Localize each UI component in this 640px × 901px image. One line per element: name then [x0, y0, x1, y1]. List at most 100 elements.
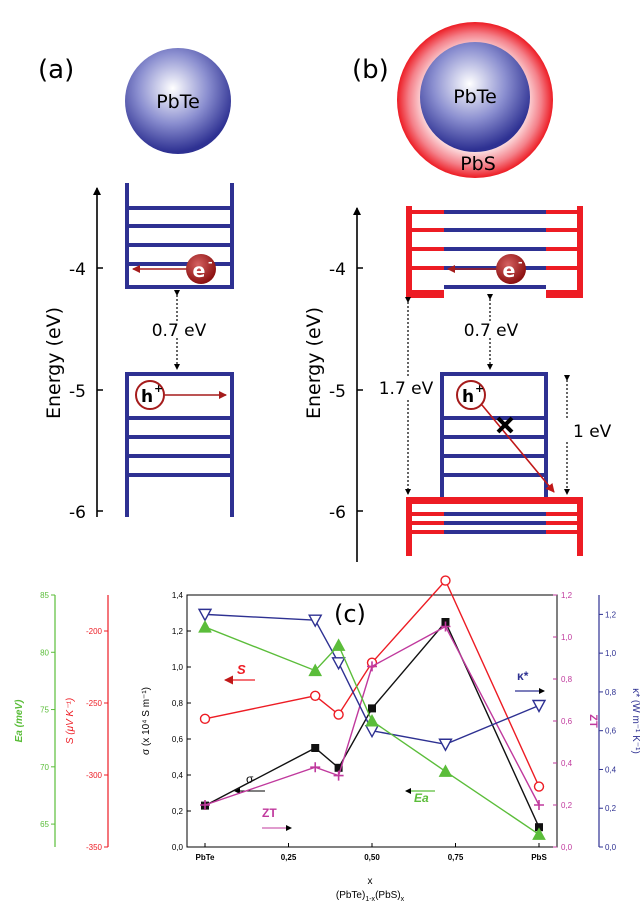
data-point: [199, 713, 211, 725]
data-point: [440, 575, 451, 586]
y-axis-label-s: S (μV K⁻¹): [65, 698, 76, 744]
hole-charge: +: [475, 382, 484, 395]
tick-label: -5: [329, 382, 346, 402]
hole-symbol: h: [462, 387, 474, 407]
hole-icon: [135, 380, 165, 410]
valence-band: [406, 372, 583, 556]
panel-b: (b) PbTe PbS -4 -5 -6 Energy (eV): [303, 22, 612, 562]
y-axis-label-sigma: σ (x 10⁴ S m⁻¹): [141, 687, 152, 755]
data-point: [333, 770, 344, 781]
y-tick-label-ea: 80: [40, 648, 49, 657]
y-tick-label: 0,8: [172, 699, 184, 708]
offset-left-label: 1.7 eV: [379, 379, 434, 399]
energy-axis-label: Energy (eV): [43, 307, 65, 419]
data-point: [198, 620, 212, 633]
data-point: [310, 690, 321, 701]
y-tick-label-zt: 0,2: [561, 801, 573, 810]
y-tick-label-kappa: 0,0: [605, 843, 617, 852]
data-point: [333, 709, 344, 720]
hole-arrow: [481, 404, 555, 493]
data-point: [331, 638, 346, 651]
x-tick-label: 0,25: [281, 853, 297, 862]
data-point: [438, 764, 453, 777]
valence-band: [125, 372, 234, 517]
data-point: [308, 663, 323, 677]
data-point: [331, 657, 346, 671]
pbte-nanoparticle-icon: [125, 48, 231, 154]
data-point: [440, 621, 451, 632]
gap-label: 0.7 eV: [464, 321, 519, 341]
y-tick-label-kappa: 0,6: [605, 727, 617, 736]
y-tick-label: 0,6: [172, 735, 184, 744]
y-tick-label-s: -200: [86, 627, 103, 636]
panel-c-chart: (c) x (PbTe)1-x(PbS)x σ (x 10⁴ S m⁻¹) ZT…: [14, 575, 640, 901]
x-tick-label: PbS: [531, 853, 547, 862]
y-tick-label-s: -300: [86, 771, 103, 780]
electron-symbol: e: [503, 260, 516, 282]
data-point: [365, 713, 379, 727]
y-tick-label-ea: 85: [40, 591, 49, 600]
y-tick-label: 0,2: [172, 807, 184, 816]
data-point: [532, 827, 546, 840]
conduction-band: [406, 206, 583, 298]
data-point: [200, 800, 210, 810]
data-point: [533, 781, 545, 792]
electron-icon: [496, 254, 526, 284]
data-point: [438, 738, 453, 752]
conduction-band: [125, 183, 234, 289]
data-point: [334, 763, 343, 772]
series-label-s: S: [237, 662, 246, 677]
y-tick-label-kappa: 0,8: [605, 688, 617, 697]
x-axis-sublabel: (PbTe)1-x(PbS)x: [336, 890, 405, 901]
data-point: [311, 744, 320, 752]
blocked-cross-icon: [496, 416, 514, 434]
electron-symbol: e: [193, 260, 206, 282]
y-tick-label-kappa: 0,4: [605, 765, 617, 774]
x-tick-label: 0,50: [364, 853, 380, 862]
series-line-2: [204, 625, 540, 806]
x-tick-label: 0,75: [448, 853, 464, 862]
offset-right-label: 1 eV: [573, 422, 612, 442]
series-line-3: [204, 613, 540, 745]
y-tick-label-s: -250: [86, 699, 103, 708]
pbs-shell-label: PbS: [460, 153, 496, 175]
tick-label: -6: [69, 503, 86, 523]
panel-a-label: (a): [38, 55, 74, 85]
y-tick-label-zt: 0,8: [561, 675, 573, 684]
y-tick-label: 0,0: [172, 843, 184, 852]
panel-c-label: (c): [334, 600, 366, 628]
x-tick-label: PbTe: [196, 853, 216, 862]
y-axis-label-kappa: κ* (W m⁻¹ K⁻¹): [630, 688, 640, 754]
tick-label: -6: [329, 503, 346, 523]
series-label-zt: ZT: [262, 806, 277, 820]
data-point: [531, 699, 547, 713]
y-tick-label-zt: 0,0: [561, 843, 573, 852]
data-point: [535, 823, 543, 832]
series-line-4: [204, 626, 540, 835]
y-tick-label-kappa: 0,2: [605, 804, 617, 813]
tick-label: -5: [69, 382, 86, 402]
electron-charge: -: [208, 256, 213, 269]
y-tick-label-kappa: 1,0: [605, 649, 617, 658]
y-axis-label-zt: ZT: [587, 714, 599, 728]
y-tick-label: 1,0: [172, 663, 184, 672]
electron-icon: [186, 254, 216, 284]
y-tick-label-s: -350: [86, 843, 103, 852]
y-tick-label-zt: 1,0: [561, 633, 573, 642]
y-tick-label-ea: 75: [40, 706, 49, 715]
y-tick-label-zt: 1,2: [561, 591, 573, 600]
pbte-core-label: PbTe: [156, 91, 200, 113]
data-point: [310, 762, 321, 773]
data-point: [308, 614, 323, 628]
data-point: [534, 800, 544, 810]
series-line-1: [204, 579, 540, 787]
pbte-core-icon: [420, 42, 530, 152]
hole-symbol: h: [141, 387, 153, 407]
tick-label: -4: [69, 260, 86, 280]
y-tick-label: 1,4: [172, 591, 184, 600]
hole-icon: [456, 380, 486, 410]
electron-charge: -: [518, 256, 523, 269]
y-tick-label-kappa: 1,2: [605, 610, 617, 619]
y-tick-label-ea: 65: [40, 820, 49, 829]
